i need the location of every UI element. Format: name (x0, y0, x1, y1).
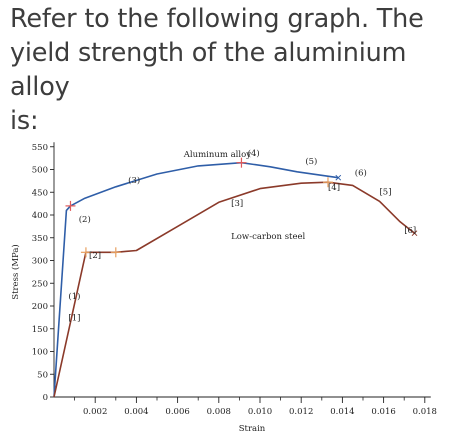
chart-annotation: (6) (355, 167, 367, 178)
chart-annotation: Low-carbon steel (231, 232, 305, 242)
y-tick-label: 100 (32, 348, 48, 358)
question-line-3: is: (10, 106, 39, 136)
chart-annotation: (1) (68, 291, 80, 302)
y-tick-label: 50 (37, 370, 48, 380)
x-tick-label: 0.008 (207, 407, 231, 417)
fracture-mark (335, 174, 342, 181)
chart-axes: 0.002 0.004 0.006 0.008 0.010 0.012 0.014 0.016… (32, 142, 437, 417)
chart-annotation: (3) (128, 175, 140, 186)
x-tick-label: 0.018 (413, 407, 437, 417)
y-tick-label: 550 (32, 143, 48, 153)
chart-annotation: (2) (79, 214, 91, 225)
chart-annotation: [4] (328, 183, 340, 193)
x-tick-label: 0.012 (289, 407, 313, 417)
chart-annotation: [3] (231, 199, 243, 209)
y-axis-title: Stress (MPa) (10, 244, 21, 300)
x-tick-label: 0.010 (248, 407, 272, 417)
fracture-mark (411, 230, 418, 237)
chart-annotation: Aluminum alloy (183, 150, 251, 160)
chart-annotations: (1) (2) (3) (4) (5) (6) [1] [2] [3] [4] [5] [6] Alum… (68, 148, 416, 324)
x-tick-label: 0.006 (165, 407, 189, 417)
chart-annotation: [2] (89, 251, 101, 261)
x-tick-label: 0.004 (124, 407, 148, 417)
x-tick-label: 0.016 (371, 407, 395, 417)
y-tick-label: 400 (32, 211, 48, 221)
question-line-1: Refer to the following graph. The (10, 4, 424, 34)
y-tick-label: 300 (32, 257, 48, 267)
x-tick-label: 0.002 (83, 407, 107, 417)
series-line (53, 161, 339, 398)
y-tick-label: 450 (32, 188, 48, 198)
y-tick-label: 250 (32, 279, 48, 289)
y-tick-label: 350 (32, 234, 48, 244)
y-tick-label: 500 (32, 166, 48, 176)
x-axis-title: Strain (239, 424, 266, 434)
chart-annotation: [6] (404, 226, 416, 236)
x-tick-label: 0.014 (330, 407, 354, 417)
chart-annotation: [5] (379, 188, 391, 198)
chart-annotation: (5) (305, 156, 317, 167)
series-line (53, 181, 415, 398)
y-tick-label: 200 (32, 302, 48, 312)
question-line-2: yield strength of the aluminium alloy (10, 38, 407, 102)
y-tick-label: 150 (32, 325, 48, 335)
chart-series (53, 157, 418, 398)
y-tick-label: 0 (43, 393, 48, 403)
question-text: Refer to the following graph. The yield … (10, 2, 470, 138)
chart-annotation: [1] (68, 314, 80, 324)
chart-annotation: (4) (248, 148, 260, 159)
